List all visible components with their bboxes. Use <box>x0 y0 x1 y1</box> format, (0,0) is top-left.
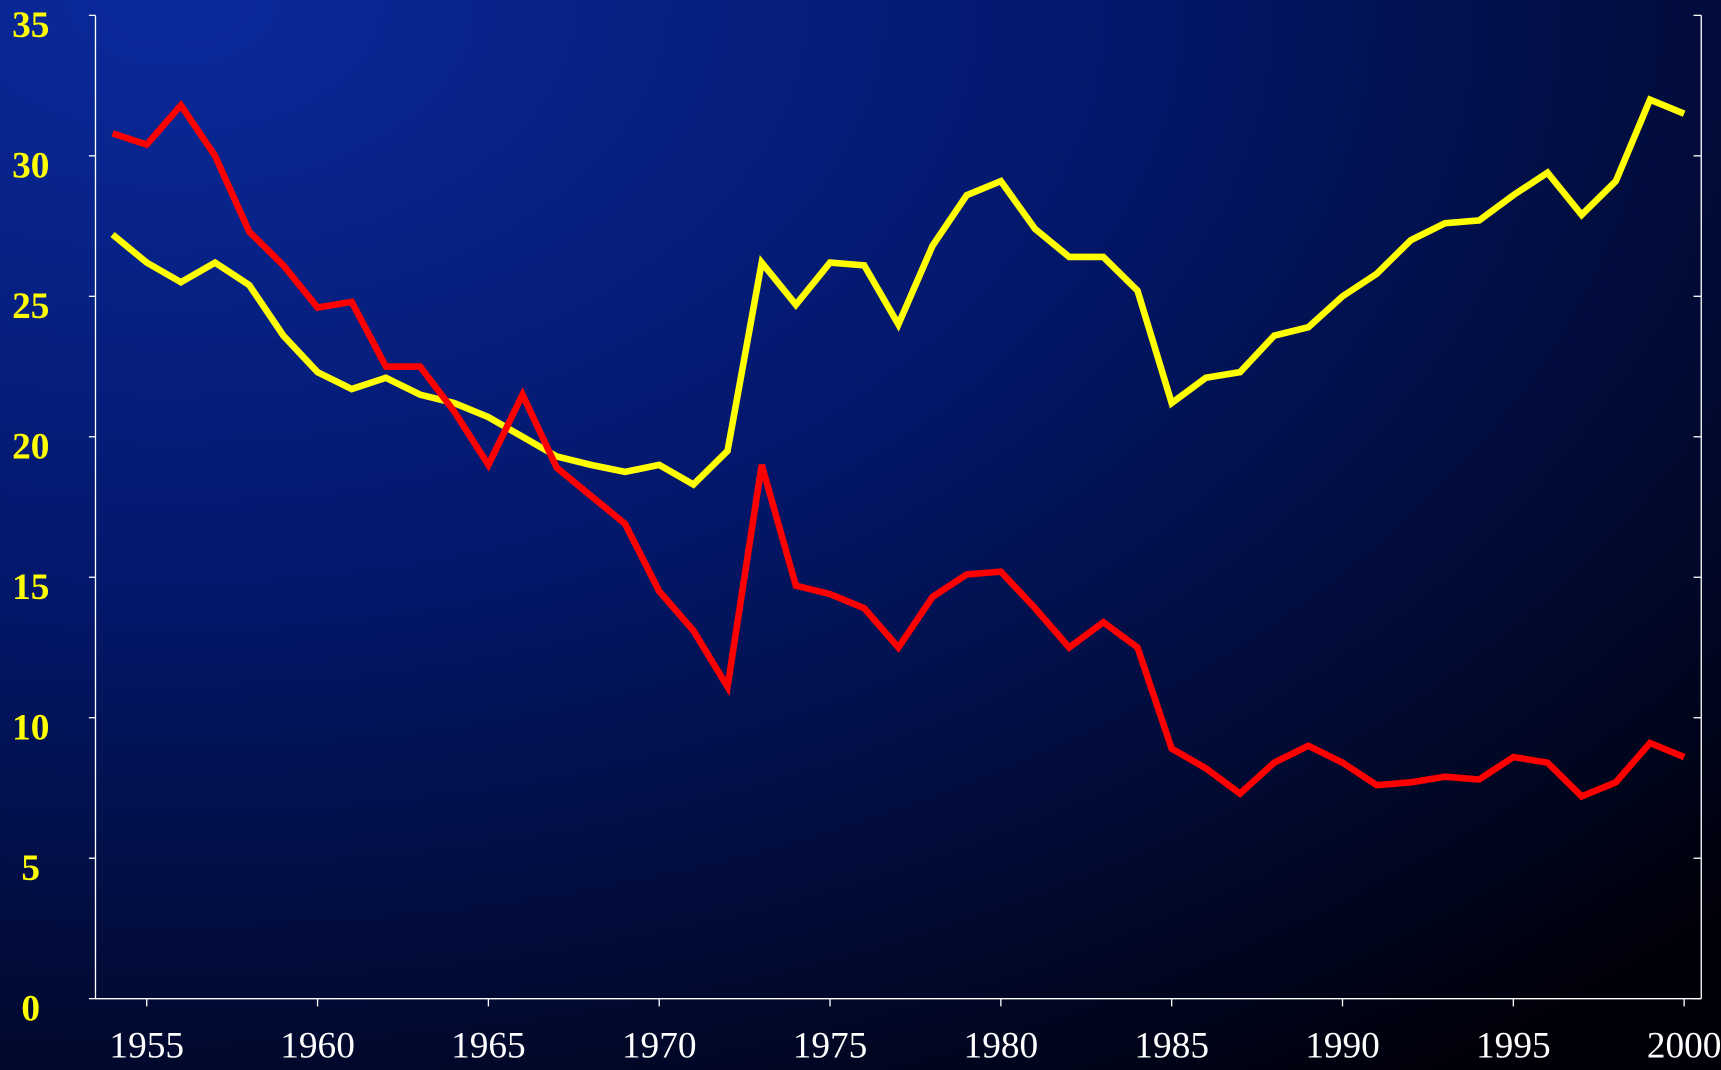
line-series <box>111 99 1686 801</box>
x-tick-label: 1965 <box>451 1026 526 1067</box>
y-tick-label: 10 <box>12 707 49 748</box>
y-tick-label: 20 <box>12 427 49 468</box>
x-tick-label: 1955 <box>109 1026 184 1067</box>
x-tick-label: 1975 <box>793 1026 868 1067</box>
x-tick-label: 1960 <box>280 1026 355 1067</box>
x-tick-label: 2000 <box>1647 1026 1721 1067</box>
y-tick-label: 25 <box>12 286 49 327</box>
y-tick-label: 0 <box>21 988 40 1029</box>
y-tick-label: 30 <box>12 146 49 187</box>
y-tick-label: 5 <box>21 848 40 889</box>
x-tick-label: 1980 <box>964 1026 1039 1067</box>
x-tick-label: 1985 <box>1134 1026 1209 1067</box>
line-series <box>110 95 1686 489</box>
y-tick-label: 15 <box>12 567 49 608</box>
x-tick-label: 1970 <box>622 1026 697 1067</box>
y-tick-label: 35 <box>12 5 49 46</box>
x-tick-label: 1990 <box>1305 1026 1380 1067</box>
x-tick-label: 1995 <box>1476 1026 1551 1067</box>
